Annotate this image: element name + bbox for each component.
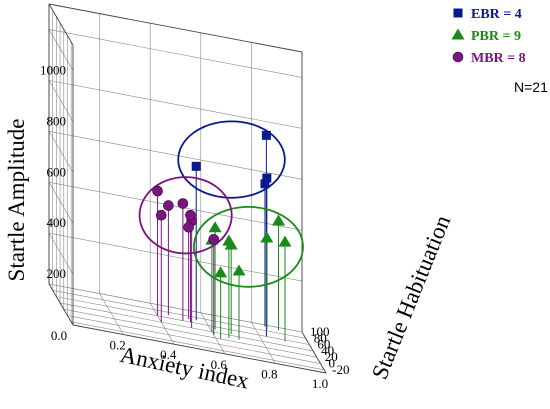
x-tick-label: 0.2 <box>109 338 125 353</box>
x-axis-label: Anxiety index <box>118 342 252 394</box>
y-axis-label: Startle Habituation <box>367 211 456 383</box>
circle-marker <box>152 185 163 197</box>
legend-label: EBR = 4 <box>471 7 522 22</box>
z-tick-label: 400 <box>47 215 67 230</box>
square-marker <box>260 179 270 189</box>
floor-grid-line <box>63 308 317 358</box>
y-tick-label: 100 <box>310 324 330 339</box>
z-tick-label: 600 <box>47 164 67 179</box>
z-tick-label: 800 <box>47 113 67 128</box>
floor-grid-line <box>67 315 321 364</box>
square-marker <box>453 8 463 18</box>
floor-grid-line <box>52 290 306 339</box>
circle-marker <box>163 200 174 211</box>
data-markers <box>152 130 292 278</box>
floor-grid-line <box>99 293 124 335</box>
box-edge <box>48 3 303 53</box>
floor-grid-line <box>60 302 314 352</box>
z-tick-label: 200 <box>47 266 67 281</box>
x-tick-label: 0.8 <box>261 366 277 381</box>
triangle-marker <box>214 266 228 278</box>
y-tick-label: 80 <box>314 330 327 345</box>
triangle-marker <box>208 221 222 233</box>
y-tick-label: 0 <box>328 356 335 371</box>
floor-grid-line <box>251 322 276 364</box>
square-marker <box>262 173 272 183</box>
triangle-marker <box>278 235 292 247</box>
box-edge <box>48 3 74 46</box>
square-marker <box>191 161 201 171</box>
x-tick-label: 1.0 <box>312 376 328 391</box>
wall-grid-line <box>48 29 74 71</box>
circle-marker <box>185 209 196 221</box>
wall-grid-line <box>48 130 303 180</box>
y-tick-label: -20 <box>332 362 349 377</box>
cluster-ellipses <box>138 120 304 288</box>
floor-grid-line <box>48 283 303 333</box>
x-tick-label: 0.6 <box>211 357 228 372</box>
legend: EBR = 4 PBR = 9 MBR = 8 <box>451 7 526 66</box>
wall-grid-line <box>48 232 303 282</box>
triangle-marker <box>272 214 286 226</box>
z-axis-label: Startle Amplitude <box>4 119 29 282</box>
y-tick-label: 60 <box>317 337 330 352</box>
box-edge <box>48 283 74 326</box>
triangle-marker <box>260 231 274 243</box>
x-tick-label: 0.0 <box>51 328 67 343</box>
wall-grid-line <box>48 80 74 122</box>
square-marker <box>261 130 271 140</box>
circle-marker <box>155 209 167 221</box>
legend-label: PBR = 9 <box>471 29 521 44</box>
circle-marker <box>177 198 189 209</box>
triangle-marker <box>232 264 246 276</box>
triangle-marker <box>222 234 236 246</box>
cluster-ellipse <box>177 120 286 199</box>
floor-grid-line <box>149 303 175 345</box>
wall-grid-line <box>48 232 74 275</box>
circle-marker <box>452 51 464 63</box>
floor-grid-line <box>200 312 226 354</box>
y-tick-label: 40 <box>321 343 334 358</box>
floor-grid-line <box>71 321 325 371</box>
plot-box <box>48 3 327 374</box>
wall-grid-line <box>48 80 303 129</box>
box-edge <box>72 324 327 374</box>
y-tick-label: 20 <box>325 349 338 364</box>
legend-label: MBR = 8 <box>471 51 526 66</box>
cluster-ellipse <box>138 176 233 255</box>
wall-grid-line <box>48 29 303 78</box>
tick-labels: 200 400 600 800 1000 0.0 0.2 0.4 0.6 0.8 1.0 -20020… <box>40 62 349 391</box>
wall-grid-line <box>48 182 74 224</box>
x-tick-label: 0.4 <box>160 347 177 362</box>
circle-marker <box>183 221 194 233</box>
cluster-ellipse <box>192 205 304 288</box>
triangle-marker <box>451 28 465 40</box>
circle-marker <box>208 234 220 245</box>
sample-size-note: N=21 <box>514 79 548 95</box>
wall-grid-line <box>48 131 74 173</box>
box-edge <box>301 331 327 374</box>
z-tick-label: 1000 <box>40 62 66 77</box>
wall-grid-line <box>48 181 303 231</box>
